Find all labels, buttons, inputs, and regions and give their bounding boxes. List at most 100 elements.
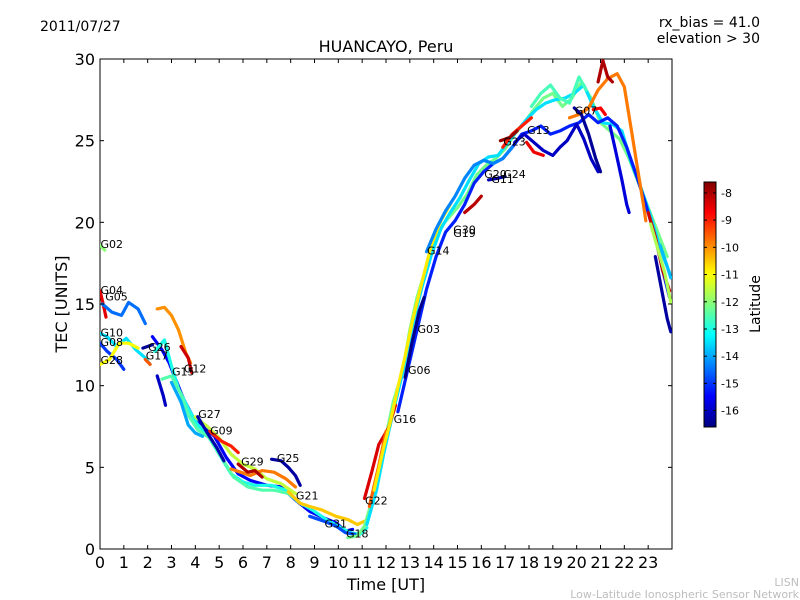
satellite-label-g04: G04 <box>101 284 124 297</box>
tec-track-0 <box>100 243 107 252</box>
x-tick-label-7: 7 <box>262 553 272 572</box>
satellite-label-g28: G28 <box>101 354 124 367</box>
x-tick-label-9: 9 <box>309 553 319 572</box>
satellite-label-g03: G03 <box>417 323 440 336</box>
y-tick-label-10: 10 <box>75 377 95 396</box>
satellite-label-g29: G29 <box>241 455 264 468</box>
tec-track-46 <box>658 243 672 280</box>
satellite-label-g22: G22 <box>365 495 388 508</box>
x-tick-label-14: 14 <box>423 553 443 572</box>
satellite-label-g25: G25 <box>277 452 300 465</box>
tec-track-40 <box>572 106 603 174</box>
satellite-label-g09: G09 <box>210 424 233 437</box>
colorbar-tick-label-8: -16 <box>721 405 739 418</box>
tec-track-29 <box>403 295 426 380</box>
satellite-label-g08: G08 <box>101 336 124 349</box>
colorbar-tick-label-1: -9 <box>721 214 732 227</box>
chart-title: HUANCAYO, Peru <box>319 37 454 56</box>
y-tick-label-20: 20 <box>75 213 95 232</box>
tec-track-32 <box>486 175 507 182</box>
x-tick-label-4: 4 <box>190 553 200 572</box>
satellite-label-g05: G05 <box>105 290 128 303</box>
tec-track-30 <box>424 145 514 254</box>
x-tick-label-8: 8 <box>286 553 296 572</box>
tec-track-39 <box>596 59 614 84</box>
tec-track-36 <box>525 140 545 157</box>
colorbar-tick-label-2: -10 <box>721 241 739 254</box>
colorbar-ticks: -8 -9 -10 -11 -12 -13 -14 -15 -16 <box>704 187 739 418</box>
colorbar-tick-label-5: -13 <box>721 323 739 336</box>
colorbar-label: Latitude <box>748 275 764 333</box>
tec-track-16 <box>208 429 240 455</box>
tec-track-20 <box>270 457 302 487</box>
tec-track-35 <box>513 122 600 174</box>
colorbar-tick-label-7: -15 <box>721 377 739 390</box>
tec-track-12 <box>155 374 168 407</box>
satellite-label-g13: G13 <box>527 124 550 137</box>
footer-network: Low-Latitude Ionospheric Sensor Network <box>570 588 799 600</box>
x-tick-label-12: 12 <box>376 553 396 572</box>
satellite-label-g17: G17 <box>146 349 169 362</box>
satellite-label-g31: G31 <box>325 518 348 531</box>
tec-track-5 <box>100 341 140 366</box>
tec-track-21 <box>286 490 367 527</box>
tec-track-7 <box>143 357 152 366</box>
satellite-label-g30: G30 <box>453 224 476 237</box>
x-tick-label-11: 11 <box>352 553 372 572</box>
colorbar: -8 -9 -10 -11 -12 -13 -14 -15 -16 Latitude <box>703 181 764 428</box>
tec-track-11 <box>179 344 194 375</box>
colorbar-tick-label-6: -14 <box>721 350 739 363</box>
tec-track-34 <box>498 129 519 143</box>
x-tick-label-18: 18 <box>519 553 539 572</box>
x-tick-label-2: 2 <box>143 553 153 572</box>
satellite-label-g15: G15 <box>172 366 195 379</box>
y-tick-label-15: 15 <box>75 295 95 314</box>
x-tick-label-19: 19 <box>543 553 563 572</box>
colorbar-tick-label-0: -8 <box>721 187 732 200</box>
satellite-label-g19: G19 <box>453 227 476 240</box>
y-axis-label: TEC [UNITS] <box>52 256 71 354</box>
x-tick-label-10: 10 <box>328 553 348 572</box>
tec-track-45 <box>653 255 672 334</box>
satellite-label-g12: G12 <box>184 362 207 375</box>
tec-track-2 <box>100 300 147 326</box>
y-tick-label-25: 25 <box>75 132 95 151</box>
x-tick-label-22: 22 <box>614 553 634 572</box>
x-tick-label-15: 15 <box>447 553 467 572</box>
tec-track-41 <box>591 106 607 117</box>
tec-track-18 <box>229 467 297 489</box>
x-tick-label-5: 5 <box>214 553 224 572</box>
satellite-label-g23: G23 <box>503 135 526 148</box>
satellite-label-g26: G26 <box>148 341 171 354</box>
plot-frame <box>99 58 673 550</box>
x-tick-label-20: 20 <box>566 553 586 572</box>
tec-track-19 <box>236 462 264 479</box>
x-tick-label-17: 17 <box>495 553 515 572</box>
satellite-label-g21: G21 <box>296 490 319 503</box>
x-axis-ticks: 0 1 2 3 4 5 6 7 8 9 10 11 12 13 14 15 16 17 18 19 20 21 22 23 <box>95 59 658 572</box>
x-tick-label-1: 1 <box>119 553 129 572</box>
tec-track-38 <box>567 72 648 223</box>
colorbar-tick-label-3: -11 <box>721 269 739 282</box>
rx-bias-label: rx_bias = 41.0 <box>659 15 760 31</box>
x-tick-label-6: 6 <box>238 553 248 572</box>
footer-lisn: LISN <box>774 576 799 589</box>
tec-track-17 <box>196 415 226 463</box>
x-axis-label: Time [UT] <box>346 575 425 594</box>
satellite-label-g06: G06 <box>408 364 431 377</box>
satellite-label-g14: G14 <box>427 245 450 258</box>
tec-track-42 <box>608 124 631 215</box>
tec-tracks <box>100 59 672 540</box>
satellite-label-g20: G20 <box>484 168 507 181</box>
satellite-label-g27: G27 <box>198 408 221 421</box>
satellite-label-g02: G02 <box>101 238 124 251</box>
tec-track-1 <box>100 289 108 319</box>
y-tick-label-5: 5 <box>85 458 95 477</box>
colorbar-gradient <box>703 181 717 428</box>
x-tick-label-0: 0 <box>95 553 105 572</box>
satellite-label-g16: G16 <box>394 413 417 426</box>
tec-track-28 <box>396 112 672 414</box>
elevation-label: elevation > 30 <box>657 31 760 47</box>
